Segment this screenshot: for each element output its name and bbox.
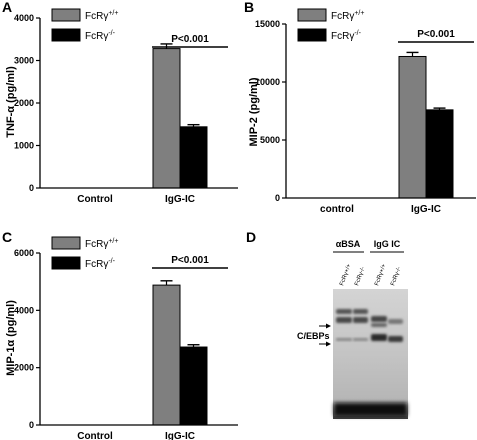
legend-swatch <box>51 256 81 270</box>
y-tick-label: 2000 <box>14 363 34 373</box>
arrow-lower-icon <box>319 341 331 347</box>
y-tick-label: 0 <box>275 193 280 203</box>
legend-label: FcRγ-/- <box>85 258 116 270</box>
p-value-label: P<0.001 <box>417 29 455 40</box>
legend-swatch <box>297 28 327 42</box>
p-value-annotation: P<0.001 <box>398 29 474 43</box>
bar <box>152 284 181 426</box>
p-value-annotation: P<0.001 <box>152 255 228 269</box>
legend-swatch <box>297 8 327 22</box>
legend-label-base: FcRγ <box>85 31 108 42</box>
legend-label-superscript: +/+ <box>108 238 118 245</box>
y-axis-label: MIP-2 (pg/ml) <box>248 77 260 146</box>
x-category-label: IgG-IC <box>411 204 441 215</box>
bars <box>152 43 208 189</box>
legend-label-base: FcRγ <box>331 11 354 22</box>
legend-label-base: FcRγ <box>85 259 108 270</box>
bar <box>179 126 208 189</box>
arrow-upper-icon <box>319 323 331 329</box>
lane-label: FcRγ-/- <box>354 266 366 287</box>
lane-label: FcRγ+/+ <box>374 263 388 287</box>
y-tick-label: 6000 <box>14 248 34 258</box>
legend: FcRγ+/+FcRγ-/- <box>51 236 118 270</box>
legend-label-base: FcRγ <box>331 31 354 42</box>
bar <box>425 109 454 199</box>
group-label-absa: αBSA <box>336 239 361 249</box>
band-label: C/EBPs <box>297 331 330 341</box>
x-category-label: Control <box>77 194 113 205</box>
y-tick-label: 2000 <box>14 98 34 108</box>
panel-letter: A <box>2 0 12 15</box>
legend-label: FcRγ-/- <box>331 30 362 42</box>
legend-label: FcRγ+/+ <box>85 238 118 250</box>
group-label-iggic: IgG IC <box>374 239 401 249</box>
y-tick-label: 4000 <box>14 305 34 315</box>
y-ticks: 0 2000 4000 6000 <box>14 248 41 430</box>
panel-letter: B <box>244 0 254 15</box>
gel-bands <box>334 309 407 416</box>
bars <box>152 280 208 426</box>
y-tick-label: 1000 <box>14 141 34 151</box>
lane-label: FcRγ-/- <box>390 266 402 287</box>
x-category-label: IgG-IC <box>165 194 195 205</box>
x-axis: control IgG-IC <box>286 197 476 215</box>
panel-letter: C <box>2 229 12 245</box>
y-ticks: 0 5000 10000 15000 <box>255 19 287 203</box>
panel-letter: D <box>246 229 256 245</box>
x-category-label: control <box>320 204 354 215</box>
legend-label: FcRγ+/+ <box>85 10 118 22</box>
x-axis: Control IgG-IC <box>40 187 238 205</box>
y-tick-label: 0 <box>29 183 34 193</box>
panel-d-gel: D αBSA IgG IC FcRγ+/+ FcRγ-/- FcRγ+/+ Fc… <box>246 229 408 419</box>
p-value-label: P<0.001 <box>171 255 209 266</box>
p-value-label: P<0.001 <box>171 34 209 45</box>
x-category-label: Control <box>77 431 113 440</box>
legend-label-superscript: -/- <box>108 258 115 265</box>
gel-image <box>333 289 408 419</box>
bar <box>179 346 208 426</box>
legend-label-superscript: -/- <box>108 30 115 37</box>
y-tick-label: 15000 <box>255 19 280 29</box>
bar <box>152 48 181 189</box>
bar <box>398 55 427 199</box>
lane-label: FcRγ+/+ <box>339 263 353 287</box>
bars <box>398 51 454 199</box>
x-axis: Control IgG-IC <box>40 424 238 440</box>
y-tick-label: 4000 <box>14 13 34 23</box>
panel-a: A TNF-α (pg/ml) 0 1000 2000 3000 4000 Contro… <box>2 0 238 205</box>
legend-label-base: FcRγ <box>85 239 108 250</box>
y-ticks: 0 1000 2000 3000 4000 <box>14 13 41 193</box>
y-axis-label: TNF-α (pg/ml) <box>5 66 17 138</box>
legend-label: FcRγ+/+ <box>331 10 364 22</box>
legend-swatch <box>51 28 81 42</box>
legend-label-superscript: +/+ <box>108 10 118 17</box>
legend: FcRγ+/+FcRγ-/- <box>297 8 364 42</box>
p-value-annotation: P<0.001 <box>152 34 228 48</box>
legend-label: FcRγ-/- <box>85 30 116 42</box>
y-tick-label: 0 <box>29 420 34 430</box>
x-category-label: IgG-IC <box>165 431 195 440</box>
legend-label-superscript: -/- <box>354 30 361 37</box>
y-tick-label: 5000 <box>260 135 280 145</box>
panel-b: B MIP-2 (pg/ml) 0 5000 10000 15000 control I… <box>244 0 476 215</box>
panel-c: C MIP-1α (pg/ml) 0 2000 4000 6000 Control Ig… <box>2 229 238 440</box>
legend-label-superscript: +/+ <box>354 10 364 17</box>
legend-label-base: FcRγ <box>85 11 108 22</box>
legend-swatch <box>51 8 81 22</box>
y-tick-label: 3000 <box>14 56 34 66</box>
legend: FcRγ+/+FcRγ-/- <box>51 8 118 42</box>
y-axis-label: MIP-1α (pg/ml) <box>5 300 17 376</box>
legend-swatch <box>51 236 81 250</box>
y-tick-label: 10000 <box>255 77 280 87</box>
